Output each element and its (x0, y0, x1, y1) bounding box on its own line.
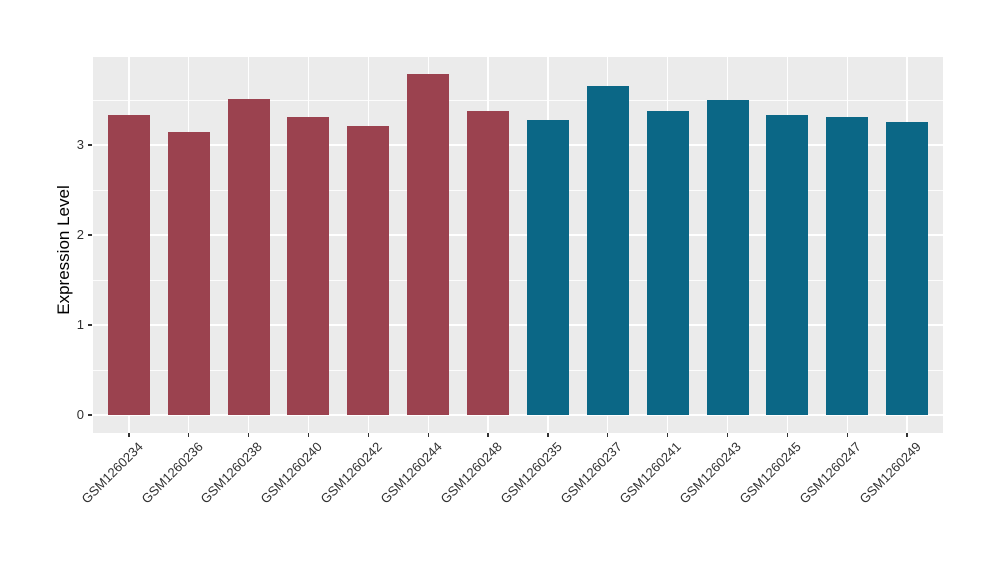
x-tick-mark (906, 433, 908, 437)
minor-gridline (93, 279, 943, 281)
y-tick-label: 1 (76, 317, 84, 332)
x-tick-mark (547, 433, 549, 437)
x-tick-mark (666, 433, 669, 437)
major-gridline (93, 414, 943, 416)
x-tick-label: GSM1260241 (616, 439, 685, 507)
bar-GSM1260247 (826, 117, 869, 415)
bar-GSM1260237 (586, 85, 629, 415)
y-tick-mark (88, 414, 92, 416)
minor-gridline (93, 369, 943, 371)
x-tick-mark (427, 433, 429, 437)
bar-GSM1260244 (407, 73, 450, 415)
bar-GSM1260248 (467, 110, 510, 415)
x-tick-mark (307, 433, 310, 437)
y-tick-mark (88, 234, 92, 236)
x-tick-label: GSM1260249 (856, 439, 924, 507)
bar-GSM1260245 (766, 115, 809, 415)
x-tick-label: GSM1260242 (317, 439, 385, 507)
bar-GSM1260238 (227, 99, 270, 415)
x-tick-label: GSM1260235 (497, 439, 565, 507)
bar-GSM1260240 (287, 117, 330, 415)
plot-panel (93, 57, 943, 433)
x-tick-label: GSM1260248 (437, 439, 505, 507)
x-tick-label: GSM1260244 (377, 439, 445, 507)
x-tick-mark (726, 433, 729, 437)
bars-layer (93, 57, 943, 433)
x-tick-label: GSM1260237 (557, 439, 625, 507)
major-gridline (93, 144, 943, 146)
bar-GSM1260234 (107, 115, 150, 415)
y-tick-label: 2 (76, 227, 84, 242)
x-tick-mark (128, 433, 130, 437)
x-tick-mark (846, 433, 848, 437)
x-tick-mark (786, 433, 788, 437)
y-tick-mark (88, 144, 92, 146)
x-tick-mark (607, 433, 609, 437)
x-tick-label: GSM1260234 (78, 439, 146, 507)
x-tick-label: GSM1260243 (676, 439, 745, 507)
bar-GSM1260242 (347, 126, 390, 415)
x-tick-label: GSM1260238 (197, 439, 266, 507)
minor-gridline (93, 99, 943, 101)
x-tick-mark (188, 433, 190, 437)
x-tick-mark (487, 433, 489, 437)
y-tick-label: 0 (76, 407, 84, 422)
bar-GSM1260241 (646, 110, 689, 415)
major-gridline (93, 324, 943, 326)
x-tick-label: GSM1260236 (138, 439, 206, 507)
x-tick-mark (367, 433, 369, 437)
x-tick-label: GSM1260245 (736, 439, 804, 507)
x-tick-mark (247, 433, 250, 437)
y-tick-label: 3 (76, 137, 84, 152)
y-tick-mark (88, 324, 92, 326)
bar-GSM1260236 (167, 132, 210, 415)
minor-gridline (93, 189, 943, 191)
x-tick-label: GSM1260247 (796, 439, 864, 507)
bar-GSM1260235 (526, 119, 569, 415)
x-tick-label: GSM1260240 (257, 439, 326, 507)
major-gridline (93, 234, 943, 236)
bar-GSM1260249 (886, 121, 929, 415)
y-axis-title: Expression Level (54, 185, 73, 315)
bar-GSM1260243 (706, 100, 749, 415)
